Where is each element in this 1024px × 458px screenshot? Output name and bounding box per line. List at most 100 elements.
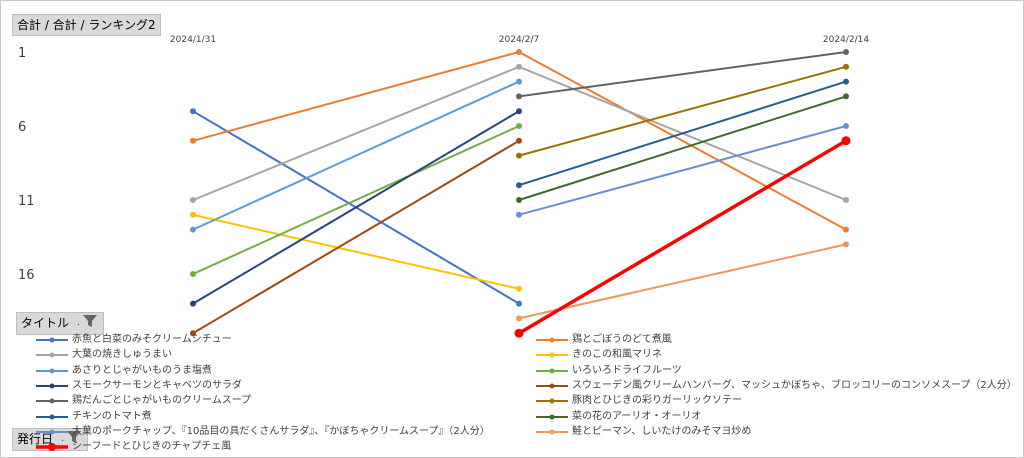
series-line[interactable] [192, 65, 847, 201]
data-point[interactable] [516, 63, 522, 70]
series-5[interactable] [190, 123, 522, 277]
data-point[interactable] [190, 197, 196, 203]
y-tick-label: 1 [18, 46, 26, 61]
data-point[interactable] [843, 78, 849, 85]
series-line[interactable] [518, 125, 847, 216]
data-point[interactable] [516, 300, 522, 307]
data-point[interactable] [516, 78, 522, 85]
legend-label: いろいろドライフルーツ [572, 364, 682, 376]
legend-marker-icon [36, 337, 68, 343]
data-point[interactable] [516, 152, 522, 159]
data-point[interactable] [514, 328, 524, 338]
y-tick-label: 6 [18, 120, 26, 135]
values-field-label: 合計 / 合計 / ランキング2 [17, 18, 156, 32]
data-point[interactable] [841, 136, 851, 146]
legend-label: 大葉のポークチャップ、『10品目の具だくさんサラダ』、『かぼちゃクリームスープ』… [72, 425, 490, 437]
series-6[interactable] [190, 108, 522, 307]
legend-label: スウェーデン風クリームハンバーグ、マッシュかぼちゃ、ブロッコリーのコンソメスープ… [572, 379, 1017, 391]
legend-label: 大葉の焼きしゅうまい [72, 349, 172, 361]
series-line[interactable] [518, 139, 847, 335]
series-line[interactable] [518, 95, 847, 201]
filter-icon[interactable]: . [61, 430, 83, 449]
legend-label: 赤魚と白菜のみそクリームシチュー [72, 334, 232, 345]
legend-marker-icon [36, 368, 68, 374]
legend-marker-icon [36, 352, 68, 358]
axis-field-button[interactable]: 発行日 . [12, 428, 88, 451]
legend-marker-icon [536, 398, 568, 404]
series-13[interactable] [516, 241, 849, 322]
data-point[interactable] [516, 197, 522, 203]
series-3[interactable] [190, 211, 522, 292]
series-field-label: タイトル [21, 316, 70, 330]
series-4[interactable] [190, 78, 522, 233]
series-2[interactable] [190, 63, 849, 203]
series-1[interactable] [190, 49, 849, 233]
legend-label: 鶏とごぼうのどて煮風 [572, 334, 672, 345]
legend-marker-icon [36, 383, 68, 389]
y-tick-label: 11 [18, 194, 35, 209]
data-point[interactable] [843, 49, 849, 55]
legend-label: シーフードとひじきのチャプチェ風 [72, 441, 232, 453]
series-line[interactable] [192, 80, 520, 231]
data-point[interactable] [516, 315, 522, 322]
data-point[interactable] [190, 211, 196, 218]
values-field-button[interactable]: 合計 / 合計 / ランキング2 [12, 14, 161, 36]
y-tick-label: 16 [18, 268, 35, 283]
data-point[interactable] [190, 330, 196, 337]
data-point[interactable] [190, 137, 196, 144]
series-8[interactable] [516, 49, 849, 100]
data-point[interactable] [190, 271, 196, 277]
series-field-button[interactable]: タイトル . [16, 312, 104, 335]
legend-marker-icon [536, 368, 568, 374]
filter-icon[interactable]: . [77, 314, 99, 333]
legend-marker-icon [36, 414, 68, 419]
x-category-label: 2024/2/7 [499, 35, 539, 45]
series-line[interactable] [192, 110, 520, 305]
legend-label: 鶏だんごとじゃがいものクリームスープ [72, 395, 252, 407]
series-11[interactable] [516, 93, 849, 203]
legend-marker-icon [536, 337, 568, 343]
series-line[interactable] [518, 243, 847, 320]
svg-text:.: . [77, 317, 80, 328]
series-7[interactable] [190, 137, 522, 337]
data-point[interactable] [516, 137, 522, 144]
series-line[interactable] [518, 65, 847, 157]
series-12[interactable] [516, 123, 849, 218]
data-point[interactable] [516, 93, 522, 100]
data-point[interactable] [516, 108, 522, 115]
data-point[interactable] [516, 123, 522, 129]
data-point[interactable] [843, 123, 849, 129]
data-point[interactable] [843, 93, 849, 100]
legend-marker-icon [36, 398, 68, 404]
series-14[interactable] [514, 136, 851, 338]
data-point[interactable] [843, 226, 849, 233]
series-line[interactable] [518, 51, 847, 98]
legend-marker-icon [36, 429, 68, 435]
legend-marker-icon [536, 383, 568, 389]
series-line[interactable] [518, 80, 847, 187]
legend-label: スモークサーモンとキャベツのサラダ [72, 379, 242, 391]
series-line[interactable] [192, 125, 520, 275]
legend-marker-icon [536, 429, 568, 435]
data-point[interactable] [190, 226, 196, 233]
series-line[interactable] [192, 139, 520, 335]
series-9[interactable] [516, 63, 849, 159]
series-line[interactable] [192, 213, 520, 290]
series-10[interactable] [516, 78, 849, 189]
legend-label: 鮭とピーマン、しいたけのみそマヨ炒め [572, 425, 752, 437]
data-point[interactable] [516, 285, 522, 292]
data-point[interactable] [190, 108, 196, 115]
legend-label: チキンのトマト煮 [72, 410, 152, 422]
data-point[interactable] [843, 63, 849, 70]
legend-label: あさりとじゃがいものうま塩煮 [72, 364, 212, 376]
data-point[interactable] [843, 241, 849, 248]
data-point[interactable] [843, 197, 849, 203]
legend-marker-icon [536, 352, 568, 358]
data-point[interactable] [516, 49, 522, 55]
data-point[interactable] [516, 211, 522, 218]
data-point[interactable] [516, 182, 522, 189]
legend-label: 豚肉とひじきの彩りガーリックソテー [572, 395, 742, 407]
data-point[interactable] [190, 300, 196, 307]
